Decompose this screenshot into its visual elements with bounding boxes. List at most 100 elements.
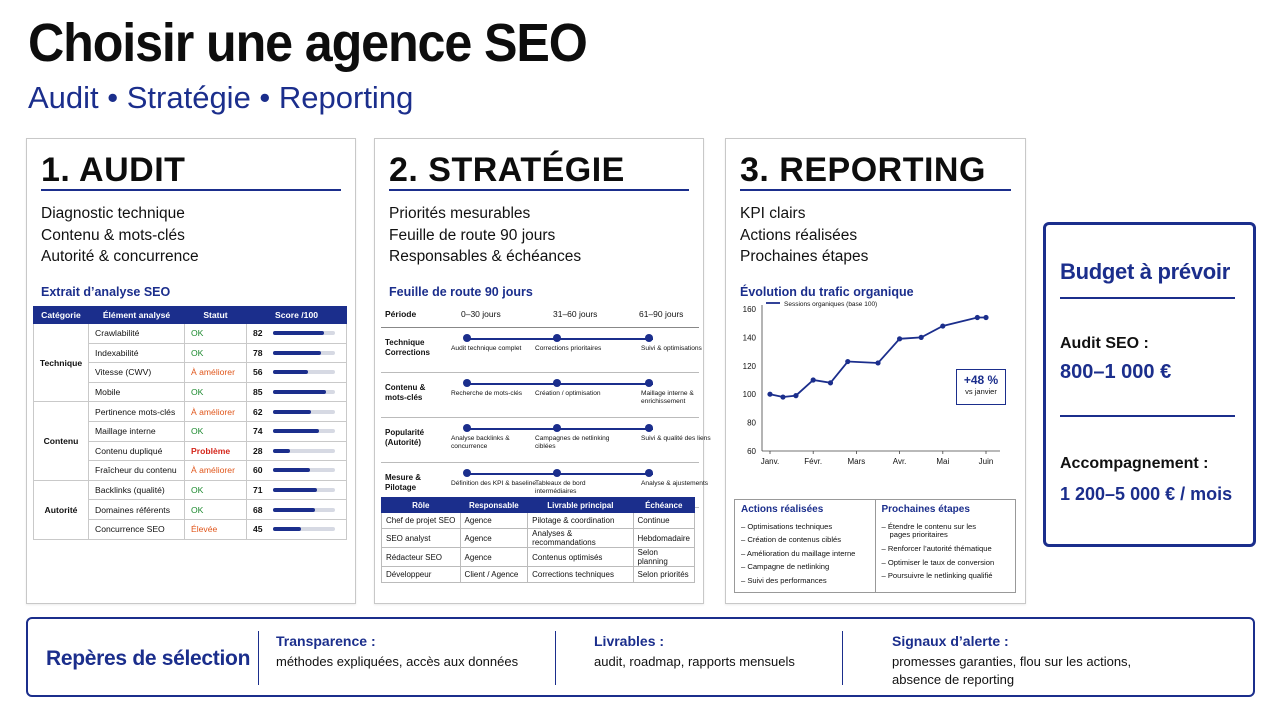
score-cell: 56 — [246, 362, 347, 383]
status-badge: OK — [184, 420, 247, 442]
score-cell: 68 — [246, 499, 347, 520]
table-cell: Continue — [632, 512, 696, 529]
status-badge: À améliorer — [184, 362, 247, 383]
status-badge: OK — [184, 499, 247, 520]
table-row: Chef de projet SEO Agence Pilotage & coord… — [381, 512, 696, 529]
table-cell: Chef de projet SEO — [381, 512, 461, 529]
actions-col: Actions réalisées – Optimisations techni… — [735, 500, 876, 592]
roadmap-item: Analyse & ajustements — [641, 480, 709, 487]
table-row: Autorité Backlinks (qualité) OK 71 — [33, 479, 347, 540]
roadmap-item: Suivi & optimisations — [641, 345, 702, 352]
roadmap-row: Contenu & mots-clés Recherche de mots-clé… — [381, 373, 699, 418]
category-cell: Contenu — [33, 401, 89, 481]
actions-title: Actions réalisées — [741, 504, 824, 515]
category-cell: Technique — [33, 322, 89, 403]
score-bar — [273, 350, 335, 355]
score-value: 82 — [253, 328, 263, 339]
status-badge: OK — [184, 342, 247, 364]
data-point — [983, 314, 989, 321]
divider — [258, 631, 259, 685]
data-point — [793, 393, 799, 399]
table-row: Concurrence SEO Élevée 45 — [34, 518, 347, 540]
list-item: pages prioritaires — [889, 530, 948, 540]
table-row: Indexabilité OK 78 — [34, 342, 347, 364]
score-bar-fill — [273, 488, 318, 493]
strategy-section-title: Feuille de route 90 jours — [389, 285, 533, 299]
list-item: – Étendre le contenu sur les — [881, 522, 977, 531]
audit-table: Catégorie Élément analysé Statut Score /… — [33, 306, 347, 540]
data-point — [918, 334, 924, 340]
table-header: Livrable principal — [527, 497, 634, 513]
table-cell: Développeur — [381, 566, 461, 583]
score-bar — [273, 488, 335, 493]
footer-col-text: audit, roadmap, rapports mensuels — [594, 654, 795, 669]
reporting-point: KPI clairs — [740, 205, 806, 222]
score-bar — [273, 448, 335, 453]
strategy-point: Feuille de route 90 jours — [389, 226, 556, 244]
score-cell: 60 — [246, 460, 347, 481]
traffic-chart: 60 80 100 120 140 160 Janv. Févr. Mars Avr. Mai Jui… — [743, 301, 1000, 466]
y-tick-label: 160 — [743, 305, 757, 314]
roadmap-dot — [553, 334, 561, 342]
table-cell: Selon priorités — [632, 566, 696, 583]
roadmap-item: Analyse backlinks & concurrence — [451, 435, 510, 451]
data-point — [897, 336, 903, 342]
roadmap-item: Tableaux de bord intermédiaires — [535, 480, 586, 496]
score-value: 56 — [253, 367, 263, 378]
next-col: Prochaines étapes – Étendre le contenu s… — [876, 500, 1016, 592]
table-header: Responsable — [459, 497, 529, 513]
data-point — [810, 377, 816, 383]
table-cell: Client / Agence — [459, 566, 529, 583]
roadmap-dot — [553, 379, 561, 387]
table-cell: Contenus optimisés — [527, 547, 634, 567]
score-cell: 85 — [246, 381, 347, 403]
budget-box: Budget à prévoir Audit SEO : 800–1 000 €… — [1043, 222, 1256, 547]
table-header: Statut — [184, 306, 247, 324]
actions-box: Actions réalisées – Optimisations techni… — [734, 499, 1016, 593]
x-tick-label: Janv. — [761, 457, 780, 466]
y-tick-label: 120 — [743, 362, 757, 371]
data-point — [767, 391, 773, 397]
table-row: Vitesse (CWV) À améliorer 56 — [34, 362, 347, 383]
data-point — [974, 314, 980, 321]
footer-col-title: Livrables : — [594, 633, 665, 649]
strategy-points: Priorités mesurables Feuille de route 90… — [389, 203, 581, 268]
audit-price-value: 800–1 000 € — [1060, 361, 1172, 383]
item-cell: Indexabilité — [88, 342, 185, 364]
score-value: 71 — [253, 485, 263, 496]
list-item: – Campagne de netlinking — [741, 562, 830, 572]
period-1: 0–30 jours — [461, 309, 501, 319]
data-point — [940, 323, 946, 329]
table-header: Élément analysé — [88, 306, 185, 324]
period-3: 61–90 jours — [639, 309, 684, 319]
score-bar — [273, 409, 335, 414]
score-bar — [273, 507, 335, 512]
table-header: Catégorie — [33, 306, 89, 324]
table-row: Développeur Client / Agence Corrections te… — [381, 566, 696, 583]
list-item: – Création de contenus ciblés — [741, 535, 842, 545]
reporting-points: KPI clairs Actions réalisées Prochaines … — [740, 203, 868, 268]
footer-title: Repères de sélection — [46, 647, 251, 670]
score-cell: 78 — [246, 342, 347, 364]
score-value: 45 — [253, 524, 263, 535]
reporting-title: 3. REPORTING — [740, 151, 986, 189]
table-row: Contenu Pertinence mots-clés À améliorer 62 — [33, 401, 347, 481]
audit-point: Autorité & concurrence — [41, 248, 199, 265]
audit-points: Diagnostic technique Contenu & mots-clés… — [41, 203, 199, 268]
category-cell: Autorité — [33, 479, 89, 540]
footer-col-transparency: Transparence : méthodes expliquées, accè… — [276, 633, 518, 671]
y-tick-label: 140 — [743, 333, 757, 342]
item-cell: Pertinence mots-clés — [88, 401, 185, 422]
data-point — [845, 358, 851, 365]
data-point — [780, 394, 786, 400]
score-bar-fill — [273, 507, 316, 512]
roadmap-item: Création / optimisation — [535, 390, 601, 397]
reporting-point: Prochaines étapes — [740, 248, 869, 265]
audit-price-label: Audit SEO : — [1060, 335, 1149, 352]
x-tick-label: Juin — [979, 457, 994, 466]
item-cell: Fraîcheur du contenu — [88, 460, 185, 481]
audit-section-title: Extrait d’analyse SEO — [41, 285, 171, 299]
series-line — [769, 316, 986, 398]
table-row: Fraîcheur du contenu À améliorer 60 — [34, 460, 347, 481]
roles-table: Rôle Responsable Livrable principal Éché… — [381, 497, 696, 583]
